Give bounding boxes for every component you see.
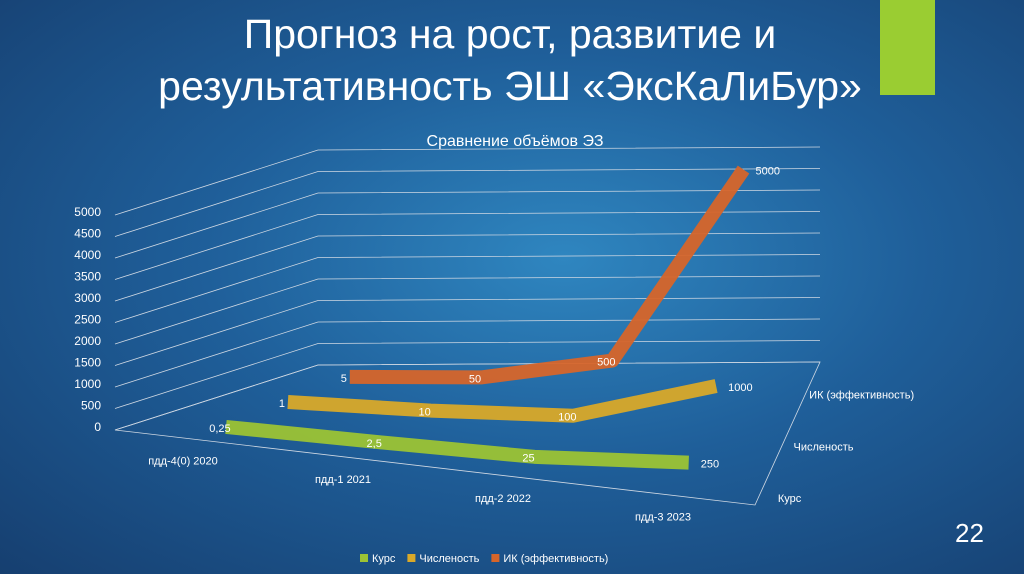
y-tick-label: 5000 <box>74 205 101 219</box>
depth-label: Численость <box>794 441 854 453</box>
chart-title: Сравнение объёмов ЭЗ <box>427 133 604 150</box>
slide-number: 22 <box>955 518 984 548</box>
x-tick-label: пдд-1 2021 <box>315 474 371 486</box>
legend-marker <box>407 554 416 562</box>
grid-line <box>114 254 821 323</box>
y-tick-label: 0 <box>94 420 101 434</box>
data-label: 5000 <box>756 165 780 177</box>
grid-line <box>114 340 821 409</box>
series-ribbon <box>349 165 750 385</box>
series-ribbon <box>225 419 689 470</box>
legend-label: Курс <box>372 553 396 565</box>
grid-line <box>114 361 821 431</box>
data-label: 1 <box>279 398 285 410</box>
grid-line <box>114 275 821 345</box>
legend-label: Численость <box>419 553 479 565</box>
legend-label: ИК (эффективность) <box>503 553 608 565</box>
data-label: 1000 <box>728 382 752 394</box>
grid-line <box>114 168 821 237</box>
depth-label: ИК (эффективность) <box>809 390 914 402</box>
y-tick-label: 4000 <box>74 248 101 262</box>
legend-marker <box>360 554 368 562</box>
data-label: 500 <box>597 356 615 368</box>
grid-line <box>114 232 821 302</box>
slide-title: Прогноз на рост, развитие и результативн… <box>158 11 862 109</box>
y-tick-label: 4500 <box>74 227 101 241</box>
data-label: 100 <box>558 412 576 424</box>
depth-label: Курс <box>778 493 802 505</box>
data-label: 0,25 <box>209 423 230 435</box>
data-label: 250 <box>701 459 719 471</box>
legend-marker <box>491 554 500 562</box>
x-tick-label: пдд-3 2023 <box>635 512 691 524</box>
data-label: 25 <box>522 453 534 465</box>
data-label: 2,5 <box>367 438 382 450</box>
grid-line <box>114 146 821 216</box>
y-tick-label: 3000 <box>74 291 101 305</box>
data-label: 10 <box>419 406 431 418</box>
grid-line <box>114 211 821 280</box>
grid-line <box>114 297 821 366</box>
x-tick-label: пдд-2 2022 <box>475 493 531 505</box>
y-tick-label: 2000 <box>74 334 101 348</box>
y-tick-label: 1000 <box>74 377 101 391</box>
x-tick-label: пдд-4(0) 2020 <box>148 455 218 467</box>
y-tick-label: 3500 <box>74 270 101 284</box>
data-label: 5 <box>341 373 347 385</box>
grid-line <box>114 189 821 259</box>
series-ribbon <box>287 379 718 423</box>
accent-bar <box>880 0 935 95</box>
data-label: 50 <box>469 373 481 385</box>
y-tick-label: 2500 <box>74 313 101 327</box>
grid-line <box>114 318 821 388</box>
y-tick-label: 500 <box>81 399 101 413</box>
y-tick-label: 1500 <box>74 356 101 370</box>
